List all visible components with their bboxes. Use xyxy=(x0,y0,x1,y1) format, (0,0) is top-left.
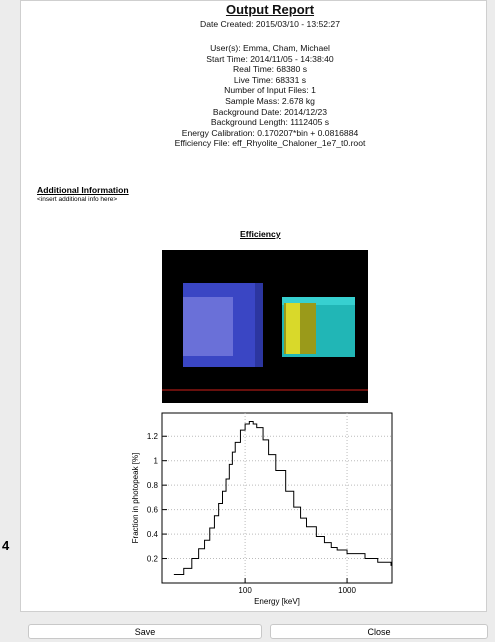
figures: 100 1000 0.2 0.4 0.6 0.8 1 1.2 Energy [keV] Fract… xyxy=(131,250,393,606)
efficiency-line xyxy=(173,421,392,575)
info-line: Energy Calibration: 0.170207*bin + 0.081… xyxy=(181,127,359,138)
efficiency-plot: 100 1000 0.2 0.4 0.6 0.8 1 1.2 Energy [keV] Fract… xyxy=(131,412,393,606)
x-tick-label: 1000 xyxy=(338,586,356,595)
report-title: Output Report xyxy=(225,2,315,17)
info-line: Background Date: 2014/12/23 xyxy=(212,106,328,117)
y-tick-label: 0.8 xyxy=(147,481,159,490)
y-tick-label: 0.2 xyxy=(147,555,159,564)
y-tick-label: 1.2 xyxy=(147,432,159,441)
efficiency-heading: Efficiency xyxy=(240,229,281,239)
info-line: Number of Input Files: 1 xyxy=(224,85,316,96)
save-button[interactable]: Save xyxy=(28,624,262,639)
close-button[interactable]: Close xyxy=(270,624,488,639)
info-line: Real Time: 68380 s xyxy=(232,64,308,75)
y-tick-label: 1 xyxy=(154,457,159,466)
info-block: User(s): Emma, Cham, Michael Start Time: … xyxy=(20,43,495,149)
info-line: User(s): Emma, Cham, Michael xyxy=(210,43,330,53)
info-line: Start Time: 2014/11/05 - 14:38:40 xyxy=(206,53,334,64)
y-axis-label: Fraction in photopeak [%] xyxy=(131,453,140,544)
info-line: Efficiency File: eff_Rhyolite_Chaloner_1… xyxy=(174,138,366,149)
additional-heading: Additional Information xyxy=(37,185,129,195)
y-tick-label: 0.6 xyxy=(147,506,159,515)
info-line: Sample Mass: 2.678 kg xyxy=(225,95,315,106)
x-tick-label: 100 xyxy=(238,586,252,595)
additional-text: <insert additional info here> xyxy=(37,196,118,203)
plot-frame xyxy=(161,412,393,584)
y-tick-label: 0.4 xyxy=(147,530,159,539)
info-line: Background Length: 1112405 s xyxy=(210,117,330,128)
date-created: Date Created: 2015/03/10 - 13:52:27 xyxy=(200,19,340,29)
info-line: Live Time: 68331 s xyxy=(233,74,307,85)
side-text: 4 xyxy=(2,538,10,553)
geometry-image xyxy=(162,250,368,403)
x-axis-label: Energy [keV] xyxy=(254,597,300,606)
